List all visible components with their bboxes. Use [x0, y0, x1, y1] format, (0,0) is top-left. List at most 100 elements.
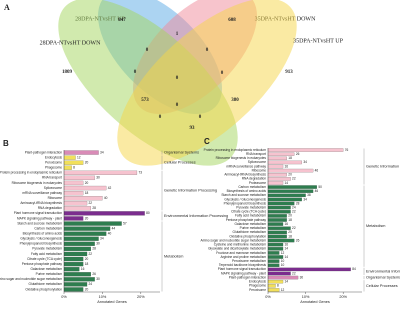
bar-count: 38 [307, 193, 311, 197]
region-count: 0 [134, 70, 137, 75]
bar [63, 206, 91, 211]
bar-count: 22 [89, 252, 93, 256]
bar-count: 50 [318, 185, 322, 189]
region-count: 0 [159, 115, 162, 120]
x-tick-label: 10% [302, 295, 310, 299]
bar-count: 16 [285, 243, 289, 247]
region-count: 0 [176, 103, 179, 108]
bar [267, 156, 287, 161]
bar-count: 20 [85, 181, 89, 185]
category-label: Amino sugar and nucleotide sugar metabol… [200, 238, 266, 242]
category-label: Glyoxylate and dicarboxylate metabolism [208, 247, 266, 251]
bar-count: 22 [292, 210, 296, 214]
bar-count: 46 [315, 189, 319, 193]
panel-label: B [3, 139, 9, 148]
region-count: 0 [199, 115, 202, 120]
bar-count: 20 [288, 214, 292, 218]
bar-count: 42 [108, 186, 112, 190]
bar [267, 164, 284, 169]
bar-count: 28 [92, 206, 96, 210]
bar [63, 221, 122, 226]
category-label: Ribosome biogenesis in eukaryotes [12, 181, 63, 185]
bar [63, 287, 84, 292]
group-label: Metabolism [164, 255, 183, 259]
bar-count: 14 [285, 255, 289, 259]
bar-count: 30 [96, 242, 100, 246]
bar [267, 275, 299, 280]
category-label: Plant-pathogen interaction [229, 275, 266, 279]
bar-count: 30 [96, 176, 100, 180]
bar-count: 18 [288, 218, 292, 222]
bar-count: 14 [285, 247, 289, 251]
group-label: Organismal Systems [366, 276, 400, 280]
region-count: 380 [231, 98, 239, 103]
bar-count: 34 [100, 150, 104, 154]
category-label: Protein processing in endoplasmic reticu… [204, 148, 267, 152]
group-label: Genetic Information Processing [164, 189, 217, 193]
category-label: Starch and sucrose metabolism [17, 221, 62, 225]
bar-count: 30 [300, 275, 304, 279]
bar [267, 251, 280, 255]
category-label: Terpenoid backbone biosynthesis [219, 263, 267, 267]
bar [63, 211, 145, 216]
bar [63, 190, 84, 196]
category-label: Galactose metabolism [234, 222, 266, 226]
bar-count: 18 [85, 191, 89, 195]
bar [63, 272, 91, 277]
category-label: Spliceosome [44, 186, 62, 190]
category-label: Citrate cycle (TCA cycle) [27, 257, 62, 261]
bar [63, 277, 95, 282]
category-label: Peroxisome [249, 288, 266, 292]
category-label: Biosynthesis of amino acids [227, 189, 267, 193]
group-label: Environmental Information Processing [366, 269, 400, 273]
category-label: Oxidative phosphorylation [229, 234, 266, 238]
bar-count: 40 [104, 196, 108, 200]
bar [63, 185, 107, 191]
bar-count: 16 [285, 222, 289, 226]
category-label: Phenylpropanoid biosynthesis [20, 242, 63, 246]
bar [63, 155, 76, 160]
bar-count: 40 [108, 232, 112, 236]
bar-count: 20 [85, 161, 89, 165]
bar-count: 73 [138, 171, 142, 175]
bar [267, 193, 306, 198]
bar-count: 18 [288, 234, 292, 238]
bar [63, 150, 99, 155]
category-label: Protein processing in endoplasmic reticu… [0, 171, 62, 175]
bar-count: 20 [85, 257, 89, 261]
category-label: Pentose phosphate pathway [22, 262, 63, 266]
category-label: Amino sugar and nucleotide sugar metabol… [0, 277, 62, 281]
category-label: Citrate cycle (TCA cycle) [231, 210, 266, 214]
bar [63, 196, 103, 201]
bar [63, 231, 107, 236]
bar [63, 216, 84, 221]
category-label: Purine metabolism [36, 272, 63, 276]
bar-count: 14 [285, 280, 289, 284]
bar [63, 201, 88, 206]
category-label: mRNA surveillance pathway [226, 164, 266, 168]
category-label: Purine metabolism [240, 226, 267, 230]
category-label: Phenylpropanoid biosynthesis [224, 201, 267, 205]
bar [267, 242, 284, 247]
bar-count: 24 [292, 206, 296, 210]
bar [63, 267, 80, 272]
category-label: Starch and sucrose metabolism [221, 193, 266, 197]
category-label: Cysteine and methionine metabolism [214, 243, 267, 247]
category-label: Ribosome [252, 168, 267, 172]
category-label: Carbon metabolism [34, 226, 62, 230]
region-count: 913 [285, 70, 293, 75]
category-label: Fatty acid metabolism [31, 252, 62, 256]
category-label: Endocytosis [249, 280, 267, 284]
bar-count: 16 [81, 267, 85, 271]
category-label: Pyruvate metabolism [32, 247, 62, 251]
category-label: RNA degradation [242, 177, 267, 181]
category-label: MAPK signaling pathway - plant [17, 216, 62, 220]
set-label: 28DPA-NTvsHT DOWN [40, 40, 102, 46]
bar-panel: C Protein processing in endoplasmic retic… [200, 137, 400, 304]
bar-count: 22 [89, 201, 93, 205]
bar-count: 20 [288, 230, 292, 234]
bar [267, 222, 284, 226]
x-tick-label: 10% [99, 295, 107, 299]
group-label: Organismal Systems [164, 151, 199, 155]
